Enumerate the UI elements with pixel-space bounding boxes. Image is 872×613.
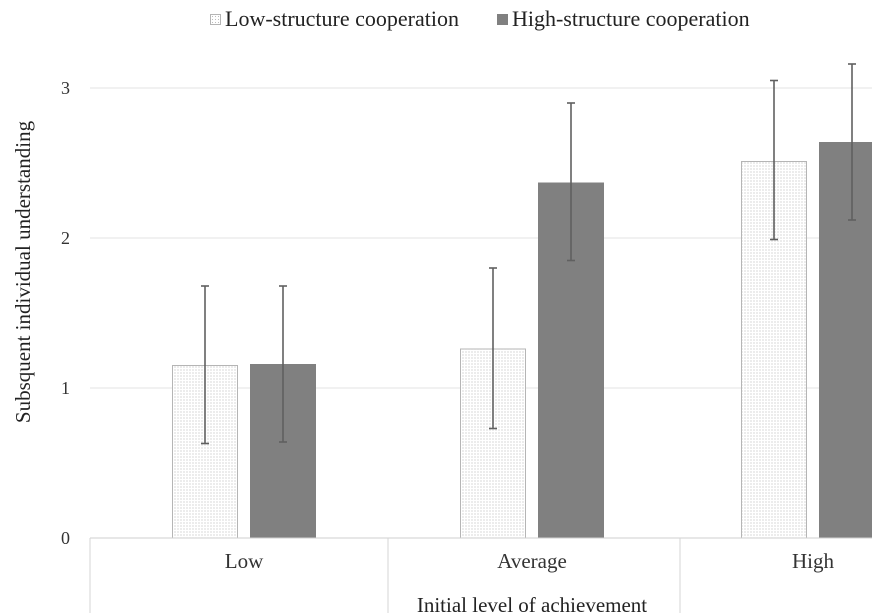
x-tick-label: Low xyxy=(225,549,264,573)
x-tick-label: High xyxy=(792,549,835,573)
y-tick-label: 3 xyxy=(61,78,70,98)
bars xyxy=(172,142,872,539)
bar-high-structure xyxy=(819,142,872,538)
y-tick-label: 1 xyxy=(61,378,70,398)
legend-label-high: High-structure cooperation xyxy=(511,6,750,31)
legend-label-low: Low-structure cooperation xyxy=(225,6,459,31)
x-tick-label: Average xyxy=(497,549,567,573)
legend-swatch-low xyxy=(210,13,221,25)
legend-item-low: Low-structure cooperation xyxy=(210,6,459,32)
axes: 0 1 2 3 Low Average High xyxy=(61,78,872,613)
error-bars xyxy=(201,63,856,445)
x-axis-title: Initial level of achievement xyxy=(417,593,647,613)
y-tick-label: 2 xyxy=(61,228,70,248)
legend-swatch-high xyxy=(496,13,508,25)
y-tick-label: 0 xyxy=(61,528,70,548)
legend-item-high: High-structure cooperation xyxy=(496,6,750,32)
y-axis-title: Subsquent individual understanding xyxy=(11,120,35,423)
legend: Low-structure cooperation High-structure… xyxy=(210,6,788,32)
